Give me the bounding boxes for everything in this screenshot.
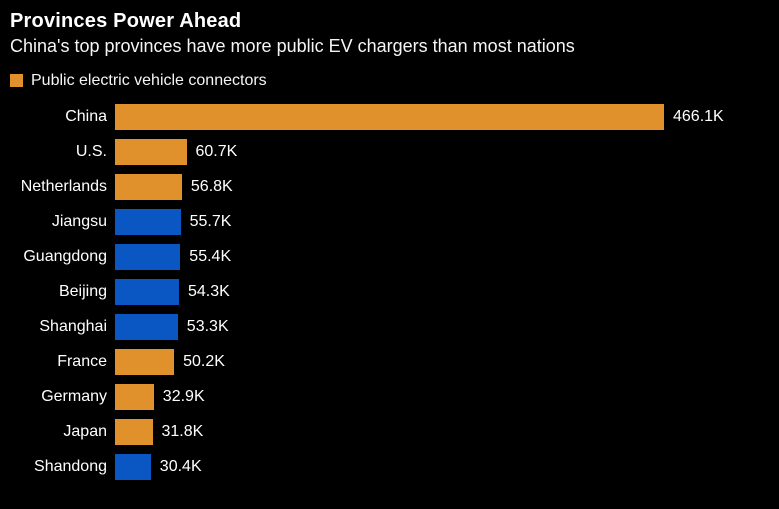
bar-track: 50.2K [115,348,670,375]
chart-row: Guangdong 55.4K [0,239,779,274]
bar [115,138,187,165]
value-label: 55.4K [189,247,232,265]
chart-row: Jiangsu 55.7K [0,204,779,239]
legend-swatch-icon [10,74,23,87]
bar [115,418,153,445]
category-label: Netherlands [20,177,107,195]
value-label: 50.2K [183,352,225,370]
chart-row: Netherlands 56.8K [0,169,779,204]
category-label: U.S. [75,142,107,160]
legend-label: Public electric vehicle connectors [31,71,267,89]
value-label: 53.3K [186,317,229,335]
chart-row: Shandong 30.4K [0,449,779,484]
value-label: 54.3K [188,282,230,300]
value-label: 466.1K [673,107,724,125]
bar [115,348,175,375]
bar [115,313,178,340]
category-label: Germany [41,387,107,405]
value-label: 60.7K [195,142,238,160]
chart-row: Germany 32.9K [0,379,779,414]
category-label: Shanghai [39,317,107,335]
chart-row: France 50.2K [0,344,779,379]
value-label: 56.8K [190,177,233,195]
bar [115,383,154,410]
bar-track: 53.3K [115,313,670,340]
chart-row: U.S. 60.7K [0,134,779,169]
chart-row: Japan 31.8K [0,414,779,449]
chart-title: Provinces Power Ahead [10,10,242,32]
value-label: 31.8K [161,422,204,440]
chart-header: Provinces Power Ahead China's top provin… [0,0,779,58]
category-label: Guangdong [23,247,107,265]
chart-legend: Public electric vehicle connectors [10,72,779,89]
category-label: Jiangsu [51,212,107,230]
bar [115,173,182,200]
chart-row: China 466.1K [0,99,779,134]
bar-track: 32.9K [115,383,670,410]
bar-track: 466.1K [115,103,724,130]
value-label: 30.4K [159,457,202,475]
bar-track: 60.7K [115,138,670,165]
chart-subtitle: China's top provinces have more public E… [10,36,575,56]
bar-track: 54.3K [115,278,670,305]
bar-track: 55.7K [115,208,670,235]
bar-chart: China 466.1K U.S. 60.7K Netherlands 56.8… [0,99,779,484]
category-label: France [57,352,107,370]
bar [115,243,181,270]
bar-track: 56.8K [115,173,670,200]
chart-row: Beijing 54.3K [0,274,779,309]
bar [115,103,664,130]
bar [115,278,179,305]
bar [115,453,151,480]
bar [115,208,181,235]
value-label: 55.7K [189,212,232,230]
bar-track: 31.8K [115,418,670,445]
category-label: China [65,107,107,125]
chart-row: Shanghai 53.3K [0,309,779,344]
category-label: Shandong [34,457,107,475]
category-label: Beijing [58,282,107,300]
value-label: 32.9K [162,387,205,405]
category-label: Japan [63,422,107,440]
bar-track: 55.4K [115,243,670,270]
bar-track: 30.4K [115,453,670,480]
